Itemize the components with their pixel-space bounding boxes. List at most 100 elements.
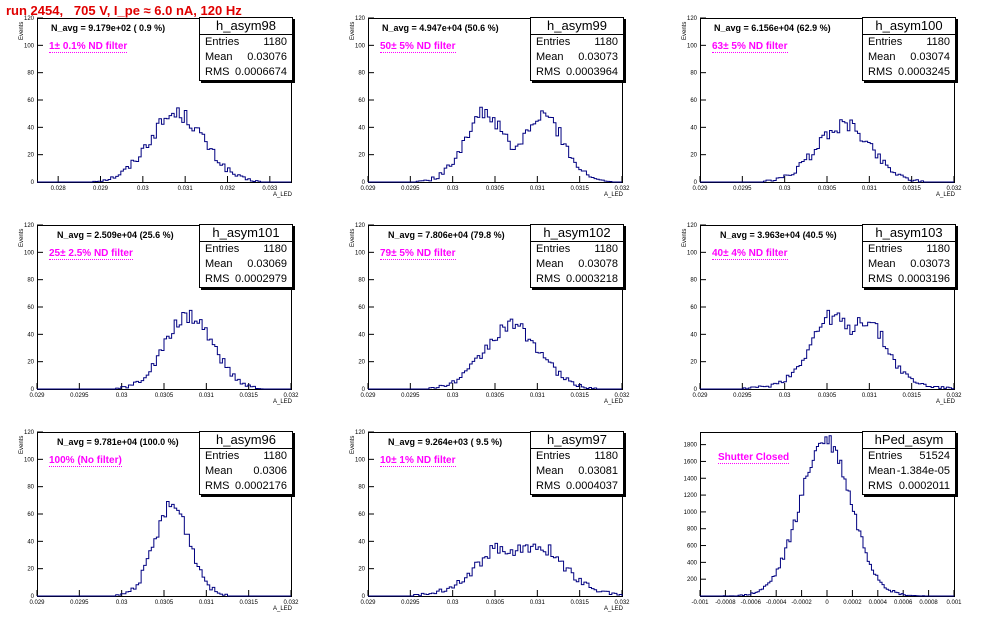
x-tick-label: 0.03 [447, 393, 459, 399]
y-tick-label: 40 [358, 539, 365, 545]
y-tick-label: 0 [694, 387, 698, 393]
stats-value: 0.03076 [247, 51, 287, 63]
stats-row-mean: Mean 0.03081 [531, 464, 623, 479]
y-tick-label: 1200 [684, 493, 698, 499]
x-tick-label: 0.0305 [818, 186, 837, 192]
x-tick-label: 0.03 [116, 393, 128, 399]
stats-title: h_asym103 [863, 225, 955, 242]
x-tick-label: 0.0305 [486, 600, 505, 606]
histogram-series [700, 119, 954, 183]
y-tick-label: 0 [694, 180, 698, 186]
stats-row-rms: RMS 0.0003218 [531, 272, 623, 287]
y-tick-label: 60 [27, 512, 34, 518]
x-tick-label: 0.032 [283, 600, 299, 606]
x-tick-label: 0.0002 [843, 600, 862, 606]
stats-row-mean: Mean 0.03076 [200, 50, 292, 65]
navg-label: N_avg = 9.179e+02 ( 0.9 %) [51, 23, 166, 33]
stats-box: h_asym98 Entries 1180 Mean 0.03076 RMS 0.00066… [199, 17, 293, 81]
stats-title: h_asym97 [531, 432, 623, 449]
stats-label: Entries [536, 450, 571, 462]
y-tick-label: 120 [24, 223, 35, 229]
histogram-pad-hPed_asym: 200 400 600 800 1000 1200 1400 1600 1800 -0.001 -0… [684, 431, 964, 616]
y-axis-label: Events [350, 21, 356, 40]
stats-row-rms: RMS 0.0003196 [863, 272, 955, 287]
stats-value: 0.03069 [247, 258, 287, 270]
x-tick-label: 0.03 [137, 186, 149, 192]
stats-box: h_asym97 Entries 1180 Mean 0.03081 RMS 0.00040… [530, 431, 624, 495]
y-tick-label: 60 [358, 98, 365, 104]
x-tick-label: -0.001 [691, 600, 709, 606]
stats-value: -1.384e-05 [896, 465, 950, 477]
stats-title: h_asym96 [200, 432, 292, 449]
x-tick-label: -0.0004 [766, 600, 787, 606]
stats-value: 0.0003964 [566, 66, 618, 78]
stats-title: hPed_asym [863, 432, 955, 449]
y-tick-label: 100 [24, 457, 35, 463]
stats-title: h_asym98 [200, 18, 292, 35]
y-tick-label: 60 [358, 305, 365, 311]
stats-value: 1180 [263, 450, 287, 462]
y-tick-label: 100 [687, 250, 698, 256]
histogram-pad-h_asym100: 0 20 40 60 80 100 120 0.029 0.0295 0.03 0.0305 0.03… [682, 16, 964, 202]
histogram-pad-h_asym103: 0 20 40 60 80 100 120 0.029 0.0295 0.03 0.0305 0.03… [682, 223, 964, 409]
x-tick-label: 0.0315 [570, 600, 589, 606]
stats-label: RMS [868, 66, 893, 78]
x-tick-label: 0.03 [779, 186, 791, 192]
stats-label: RMS [536, 480, 561, 492]
stats-value: 0.0003196 [898, 273, 950, 285]
y-tick-label: 0 [362, 180, 366, 186]
stats-row-mean: Mean 0.03078 [531, 257, 623, 272]
stats-label: RMS [205, 480, 230, 492]
x-tick-label: 0.0295 [733, 186, 752, 192]
stats-label: Entries [868, 243, 903, 255]
x-tick-label: 0.03 [116, 600, 128, 606]
y-tick-label: 100 [24, 250, 35, 256]
x-tick-label: 0.0004 [869, 600, 888, 606]
y-tick-label: 40 [690, 332, 697, 338]
x-tick-label: -0.0002 [791, 600, 812, 606]
stats-value: 0.03081 [578, 465, 618, 477]
histogram-plot: 0 20 40 60 80 100 120 0.028 0.029 0.03 0.031 0.032 0… [24, 16, 292, 192]
filter-annotation: Shutter Closed [718, 452, 790, 464]
x-tick-label: 0.032 [946, 393, 962, 399]
x-tick-label: 0.031 [530, 186, 546, 192]
stats-label: Entries [868, 36, 903, 48]
y-tick-label: 60 [358, 512, 365, 518]
filter-annotation: 50± 5% ND filter [380, 41, 456, 53]
x-tick-label: 0.0305 [155, 393, 174, 399]
stats-box: h_asym101 Entries 1180 Mean 0.03069 RMS 0.0002… [199, 224, 293, 288]
stats-row-rms: RMS 0.0006674 [200, 65, 292, 80]
stats-row-mean: Mean -1.384e-05 [863, 464, 955, 479]
x-tick-label: 0.0315 [570, 186, 589, 192]
y-tick-label: 40 [358, 125, 365, 131]
y-tick-label: 60 [27, 305, 34, 311]
navg-label: N_avg = 9.781e+04 (100.0 %) [57, 437, 179, 447]
stats-row-rms: RMS 0.0002176 [200, 479, 292, 494]
y-tick-label: 80 [690, 71, 697, 77]
x-tick-label: 0.03 [447, 186, 459, 192]
y-tick-label: 80 [27, 485, 34, 491]
y-tick-label: 120 [24, 430, 35, 436]
filter-annotation: 1± 0.1% ND filter [49, 41, 128, 53]
y-axis-label: Events [19, 21, 25, 40]
y-tick-label: 120 [355, 223, 366, 229]
y-tick-label: 120 [687, 16, 698, 22]
y-tick-label: 800 [687, 527, 698, 533]
x-tick-label: 0.0295 [401, 600, 420, 606]
histogram-series [37, 309, 291, 390]
histogram-plot: 0 20 40 60 80 100 120 0.029 0.0295 0.03 0.0305 0.03… [687, 16, 962, 192]
stats-value: 0.0003218 [566, 273, 618, 285]
x-tick-label: 0.0315 [239, 600, 258, 606]
x-tick-label: 0.0305 [818, 393, 837, 399]
x-tick-label: 0.031 [862, 393, 878, 399]
stats-label: RMS [536, 273, 561, 285]
y-tick-label: 20 [27, 567, 34, 573]
y-tick-label: 20 [27, 360, 34, 366]
stats-box: h_asym100 Entries 1180 Mean 0.03074 RMS 0.0003… [862, 17, 956, 81]
y-tick-label: 40 [27, 539, 34, 545]
x-tick-label: 0.0315 [570, 393, 589, 399]
x-tick-label: 0.0315 [902, 186, 921, 192]
x-tick-label: 0.029 [360, 393, 376, 399]
y-axis-label: Events [682, 21, 688, 40]
stats-title: h_asym101 [200, 225, 292, 242]
